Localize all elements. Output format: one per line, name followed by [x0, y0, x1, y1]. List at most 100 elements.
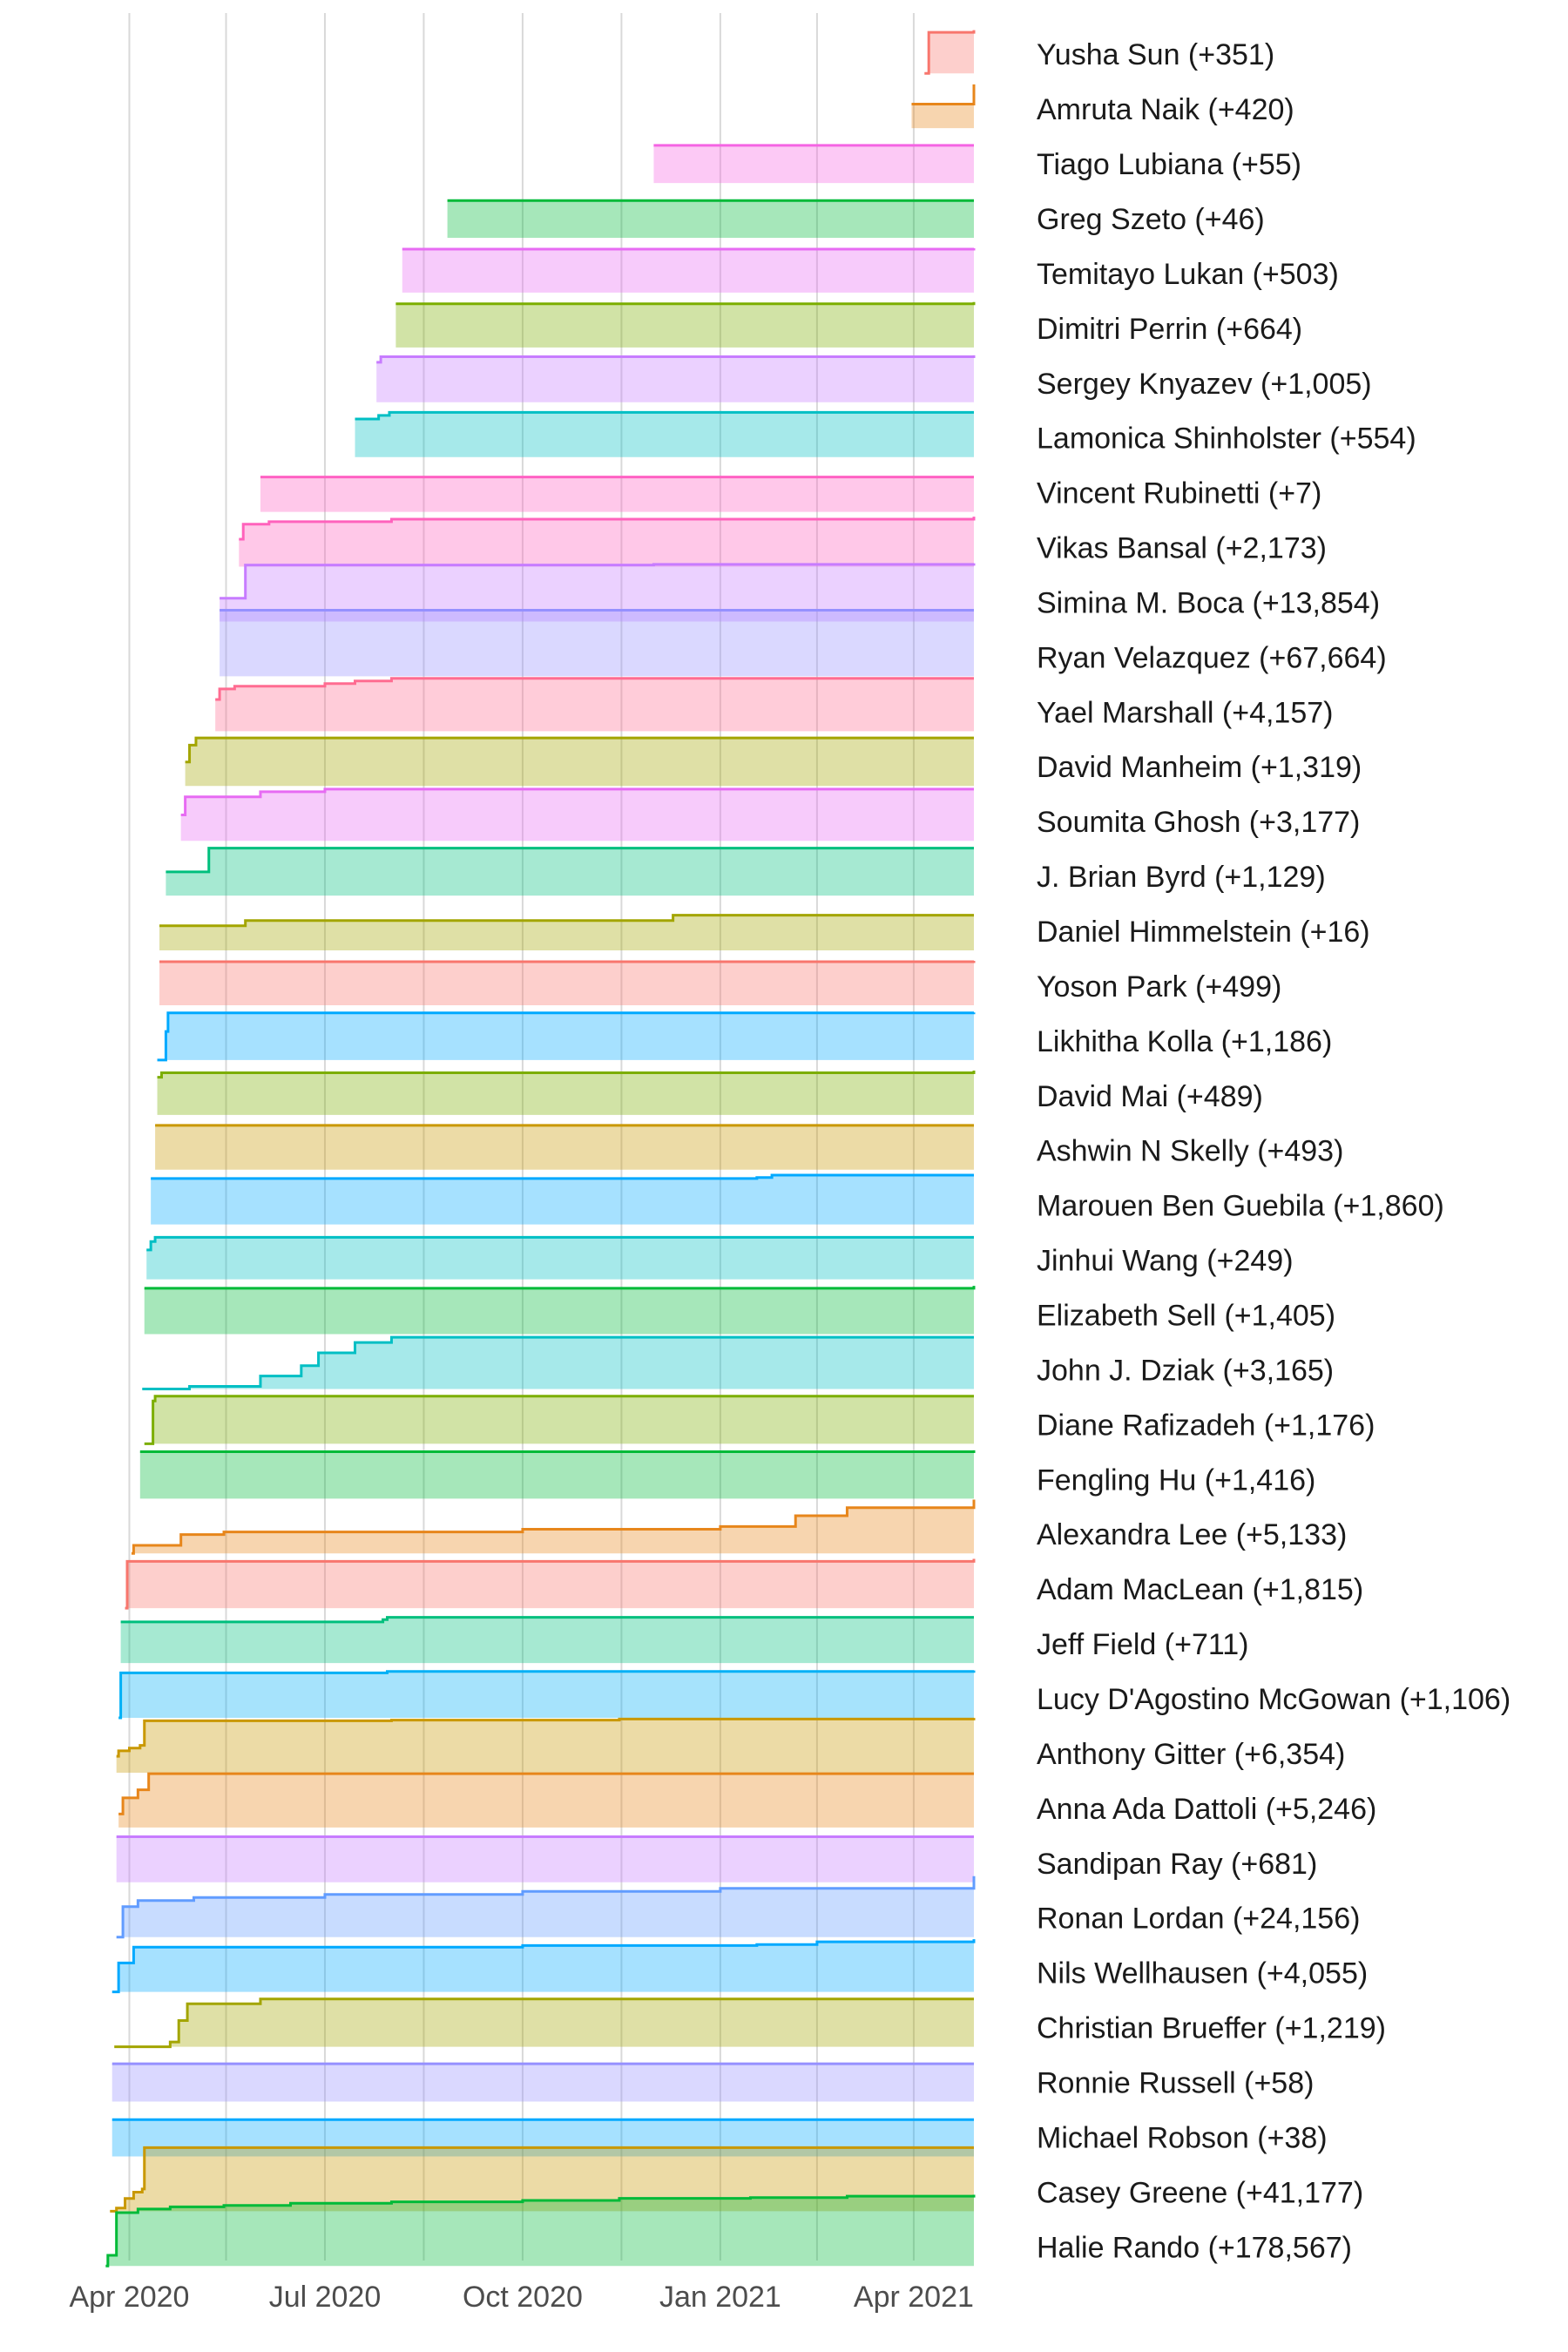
series-area: [142, 1337, 974, 1389]
series-label: Adam MacLean (+1,815): [1037, 1573, 1363, 1606]
series-label: Michael Robson (+38): [1037, 2121, 1328, 2154]
series-line: [151, 1173, 974, 1180]
series-line: [112, 1939, 976, 1994]
series-jinhui-wang: [146, 1235, 974, 1280]
series-label: Alexandra Lee (+5,133): [1037, 1518, 1347, 1551]
x-tick-label: Jul 2020: [269, 2281, 382, 2314]
series-label: Lucy D'Agostino McGowan (+1,106): [1037, 1683, 1511, 1716]
series-area: [139, 1450, 974, 1499]
series-anthony-gitter: [116, 1717, 976, 1773]
x-tick-label: Apr 2020: [69, 2281, 189, 2314]
series-label: Diane Rafizadeh (+1,176): [1037, 1409, 1375, 1442]
series-line: [185, 736, 974, 764]
series-label: Tiago Lubiana (+55): [1037, 148, 1301, 181]
series-line: [355, 410, 974, 421]
series-line: [144, 1395, 974, 1445]
series-area: [125, 1558, 974, 1609]
series-label: Vikas Bansal (+2,173): [1037, 532, 1327, 565]
series-label: Dimitri Perrin (+664): [1037, 313, 1302, 346]
series-dimitri-perrin: [395, 301, 976, 348]
series-area: [355, 412, 975, 457]
series-line: [110, 2146, 974, 2213]
series-label: Yoson Park (+499): [1037, 970, 1281, 1004]
series-area: [215, 678, 975, 732]
series-adam-maclean: [125, 1558, 976, 1610]
series-line: [239, 517, 976, 541]
series-lamonica-shinholster: [355, 410, 975, 457]
series-area: [402, 247, 974, 293]
series-vincent-rubinetti: [260, 476, 974, 512]
series-label: Yusha Sun (+351): [1037, 38, 1274, 71]
series-label: Soumita Ghosh (+3,177): [1037, 806, 1360, 839]
series-david-mai: [157, 1070, 976, 1115]
series-label: Halie Rando (+178,567): [1037, 2231, 1352, 2264]
series-area: [144, 1286, 974, 1335]
series-label: Anna Ada Dattoli (+5,246): [1037, 1793, 1376, 1826]
series-label: Temitayo Lukan (+503): [1037, 258, 1339, 291]
series-sergey-knyazev: [376, 355, 976, 402]
series-line: [924, 30, 976, 75]
series-jeff-field: [120, 1616, 974, 1664]
series-ronan-lordan: [116, 1876, 976, 1939]
series-line: [114, 1997, 974, 2049]
series-label: Daniel Himmelstein (+16): [1037, 916, 1370, 949]
series-label: J. Brian Byrd (+1,129): [1037, 861, 1326, 894]
series-j-brian-byrd: [166, 847, 974, 896]
series-area: [180, 788, 974, 841]
series-line: [116, 1717, 976, 1758]
series-area: [105, 2194, 975, 2267]
series-areas: [105, 30, 976, 2268]
series-line: [159, 914, 974, 928]
series-line: [159, 960, 976, 963]
series-line: [220, 563, 976, 600]
series-label: Yael Marshall (+4,157): [1037, 696, 1333, 729]
series-area: [911, 84, 974, 129]
series-label: Ashwin N Skelly (+493): [1037, 1135, 1343, 1168]
series-label: Sergey Knyazev (+1,005): [1037, 368, 1372, 401]
series-lucy-d-agostino-mcgowan: [118, 1670, 976, 1720]
series-label: John J. Dziak (+3,165): [1037, 1354, 1334, 1387]
series-label: David Mai (+489): [1037, 1080, 1263, 1113]
series-labels: Yusha Sun (+351) Amruta Naik (+420) Tiago …: [1037, 38, 1511, 2264]
series-label: Ryan Velazquez (+67,664): [1037, 641, 1387, 674]
series-label: Nils Wellhausen (+4,055): [1037, 1957, 1368, 1990]
series-area: [131, 1499, 975, 1554]
series-area: [118, 1670, 975, 1719]
series-line: [376, 355, 976, 364]
series-area: [120, 1617, 974, 1664]
series-area: [112, 2064, 974, 2102]
series-area: [220, 563, 975, 622]
series-anna-ada-dattoli: [118, 1772, 975, 1828]
series-halie-rando: [105, 2194, 976, 2268]
series-area: [116, 1876, 974, 1937]
series-area: [110, 2147, 975, 2212]
series-tiago-lubiana: [653, 144, 974, 184]
series-line: [105, 2194, 976, 2268]
series-fengling-hu: [139, 1450, 976, 1499]
series-line: [139, 1450, 976, 1453]
series-label: Amruta Naik (+420): [1037, 93, 1294, 126]
series-line: [911, 84, 976, 106]
series-line: [125, 1558, 976, 1610]
series-area: [151, 1174, 974, 1225]
series-area: [447, 200, 974, 238]
x-axis: Apr 2020 Jul 2020 Oct 2020 Jan 2021 Apr 2021: [69, 2281, 973, 2314]
series-casey-greene: [110, 2146, 975, 2213]
gridlines: [128, 13, 915, 2261]
series-marouen-ben-guebila: [151, 1173, 974, 1225]
series-label: Vincent Rubinetti (+7): [1037, 477, 1321, 510]
series-david-manheim: [185, 736, 974, 787]
series-line: [131, 1499, 976, 1555]
series-yusha-sun: [924, 30, 976, 75]
series-area: [155, 1125, 974, 1170]
series-label: Marouen Ben Guebila (+1,860): [1037, 1190, 1444, 1223]
series-area: [116, 1718, 974, 1773]
series-label: Christian Brueffer (+1,219): [1037, 2012, 1386, 2045]
series-area: [157, 1070, 974, 1115]
series-line: [144, 1286, 976, 1290]
series-vikas-bansal: [239, 517, 976, 567]
series-label: Lamonica Shinholster (+554): [1037, 422, 1416, 456]
series-area: [924, 30, 974, 74]
series-nils-wellhausen: [112, 1939, 976, 1994]
